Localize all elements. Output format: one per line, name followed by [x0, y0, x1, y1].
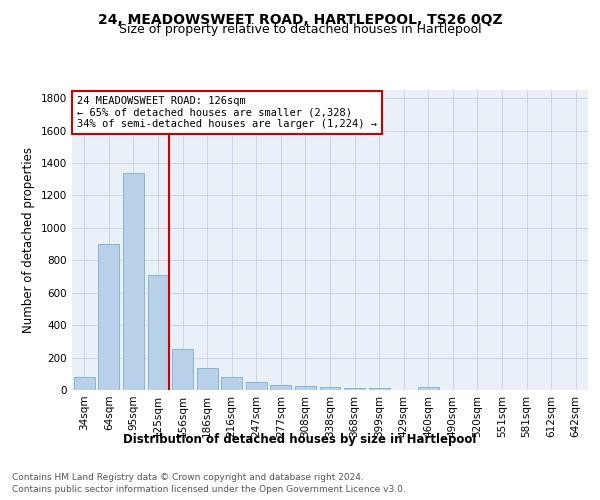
Bar: [123, 172, 144, 390]
Text: Distribution of detached houses by size in Hartlepool: Distribution of detached houses by size …: [124, 432, 476, 446]
Bar: [197, 368, 218, 390]
Bar: [368, 388, 389, 390]
Y-axis label: Number of detached properties: Number of detached properties: [22, 147, 35, 333]
Text: Contains HM Land Registry data © Crown copyright and database right 2024.: Contains HM Land Registry data © Crown c…: [12, 472, 364, 482]
Bar: [320, 387, 340, 390]
Bar: [295, 386, 316, 390]
Bar: [344, 388, 365, 390]
Bar: [418, 387, 439, 390]
Bar: [221, 377, 242, 390]
Bar: [271, 385, 292, 390]
Bar: [172, 350, 193, 390]
Text: 24 MEADOWSWEET ROAD: 126sqm
← 65% of detached houses are smaller (2,328)
34% of : 24 MEADOWSWEET ROAD: 126sqm ← 65% of det…: [77, 96, 377, 129]
Text: 24, MEADOWSWEET ROAD, HARTLEPOOL, TS26 0QZ: 24, MEADOWSWEET ROAD, HARTLEPOOL, TS26 0…: [98, 12, 502, 26]
Bar: [74, 377, 95, 390]
Text: Size of property relative to detached houses in Hartlepool: Size of property relative to detached ho…: [119, 22, 481, 36]
Bar: [98, 244, 119, 390]
Bar: [148, 275, 169, 390]
Bar: [246, 382, 267, 390]
Text: Contains public sector information licensed under the Open Government Licence v3: Contains public sector information licen…: [12, 485, 406, 494]
